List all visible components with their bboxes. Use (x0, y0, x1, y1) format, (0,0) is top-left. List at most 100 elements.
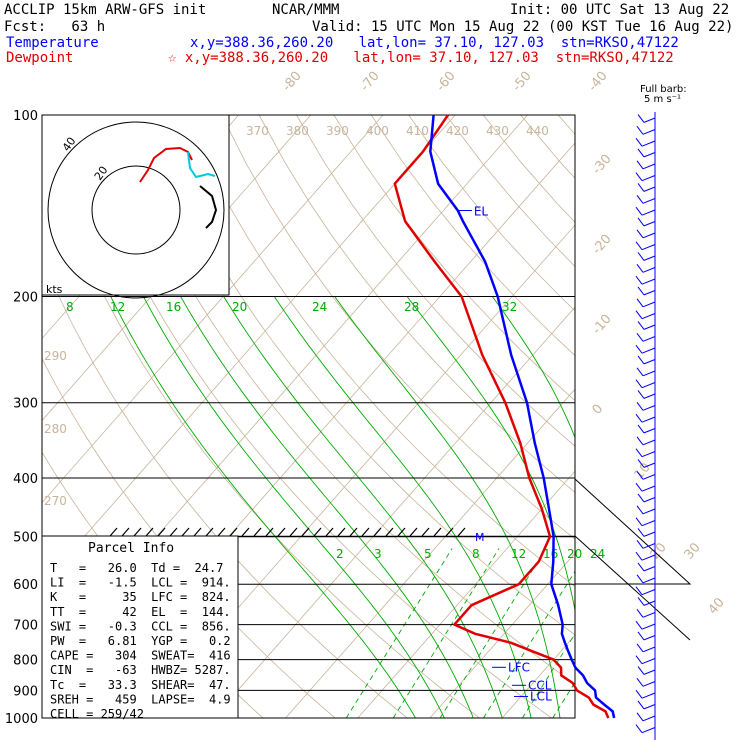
parcel-info-row: CELL = 259/42 (50, 707, 144, 721)
wind-barb (642, 129, 656, 135)
hatch-tick (241, 527, 250, 537)
wind-barb-tick (635, 241, 643, 250)
wind-barb (643, 152, 656, 158)
wind-barb-tick (637, 286, 645, 296)
wind-barb (641, 485, 656, 492)
wind-barb (641, 692, 656, 699)
mixing-ratio-upper-label: 8 (66, 300, 74, 314)
wind-barb-tick (637, 424, 645, 434)
hodograph-ring-outer (47, 121, 225, 299)
isotherm-line (429, 552, 575, 718)
header-line1-left: ACCLIP 15km ARW-GFS init (4, 2, 207, 18)
wind-barb-tick (637, 700, 645, 710)
parcel-info-row: SWI = -0.3 CCL = 856. (50, 619, 231, 633)
theta-left-label: 290 (44, 349, 67, 363)
hatch-tick (409, 527, 418, 537)
mixing-ratio-lower-label: 3 (374, 547, 382, 561)
wind-barb-tick (635, 310, 643, 320)
m-label: M (475, 531, 485, 544)
moist-adiabat-line (585, 297, 649, 719)
wind-barb-tick (635, 172, 643, 181)
wind-barb-tick (635, 620, 643, 630)
wind-barb (642, 681, 656, 687)
barb-key-line1: Full barb: (640, 84, 687, 95)
dry-adiabat-line (296, 115, 575, 447)
wind-barb (641, 658, 656, 665)
wind-barb-tick (635, 724, 643, 734)
hatch-tick (301, 527, 310, 537)
isotherm-line (42, 115, 456, 586)
mixing-ratio-line (552, 681, 575, 718)
wind-barb-tick (636, 505, 644, 515)
hatch-tick (217, 527, 226, 537)
hatch-tick (277, 527, 286, 537)
theta-label: 400 (366, 124, 389, 138)
theta-label: 380 (286, 124, 309, 138)
header-line1-right: Init: 00 UTC Sat 13 Aug 22 (510, 2, 730, 18)
wind-barb (643, 497, 656, 503)
isotherm-line (42, 115, 384, 504)
wind-barb-tick (636, 608, 644, 618)
isotherm-label: -10 (590, 312, 615, 338)
theta-label: 390 (326, 124, 349, 138)
dry-adiabat-line (42, 137, 480, 718)
pressure-label: 500 (13, 530, 38, 545)
wind-barb (642, 163, 656, 170)
wind-barb (641, 209, 656, 216)
pressure-label: 1000 (5, 712, 38, 727)
wind-barb (642, 439, 656, 446)
isotherm-label: 20 (648, 540, 670, 562)
isotherm-label: -40 (586, 69, 611, 95)
hatch-tick (109, 527, 118, 537)
wind-barb-tick (637, 493, 645, 503)
isotherm-line (501, 634, 575, 718)
wind-barb (643, 704, 656, 710)
hatch-tick (385, 527, 394, 537)
hatch-tick (181, 527, 190, 537)
isotherm-label: -60 (434, 69, 459, 95)
mixing-ratio-lower-label: 8 (472, 547, 480, 561)
wind-barb (643, 290, 656, 296)
wind-barb (643, 462, 656, 468)
wind-barb-tick (636, 126, 644, 135)
hodograph-box (41, 114, 230, 296)
temperature-legend-info: x,y=388.36,260.20 lat,lon= 37.10, 127.03… (190, 35, 679, 51)
hodograph-units: kts (46, 283, 63, 296)
parcel-info-row: CAPE = 304 SWEAT= 416 (50, 649, 231, 663)
moist-adiabat-line (273, 296, 532, 718)
temperature-legend-label: Temperature (6, 35, 99, 51)
wind-barb (642, 646, 656, 653)
isotherm-line (357, 470, 575, 718)
theta-label: 430 (486, 124, 509, 138)
hatch-tick (325, 527, 334, 537)
wind-barb (641, 313, 656, 320)
dry-adiabat-line (670, 115, 740, 718)
wind-barb-tick (636, 677, 644, 687)
dewpoint-legend-info: ☆ x,y=388.36,260.20 lat,lon= 37.10, 127.… (168, 50, 674, 66)
dry-adiabat-line (184, 115, 575, 588)
hatch-tick (421, 527, 430, 537)
wind-barb (641, 140, 656, 147)
wind-barb (642, 232, 656, 239)
isotherm-line (719, 115, 740, 718)
wind-barb-tick (635, 655, 643, 665)
hatch-tick (253, 527, 262, 537)
parcel-info-row: LI = -1.5 LCL = 914. (50, 576, 231, 590)
parcel-info-row: PW = 6.81 YGP = 0.2 (50, 634, 231, 648)
wind-barb-tick (635, 517, 643, 527)
theta-label: 440 (526, 124, 549, 138)
hatch-tick (145, 527, 154, 537)
wind-barb-tick (637, 321, 645, 330)
wind-barb (643, 428, 656, 434)
wind-barb-tick (636, 332, 644, 342)
wind-barb-tick (635, 482, 643, 492)
pressure-label: 900 (13, 684, 38, 699)
hodograph-trace-cyan (187, 151, 216, 179)
dry-adiabat-line (221, 115, 575, 540)
wind-barb (641, 347, 656, 354)
wind-barb-tick (635, 586, 643, 596)
parcel-info-row: SREH = 459 LAPSE= 4.9 (50, 692, 231, 706)
wind-barb-tick (635, 137, 643, 147)
hatch-tick (265, 527, 274, 537)
wind-barb-tick (637, 183, 645, 192)
